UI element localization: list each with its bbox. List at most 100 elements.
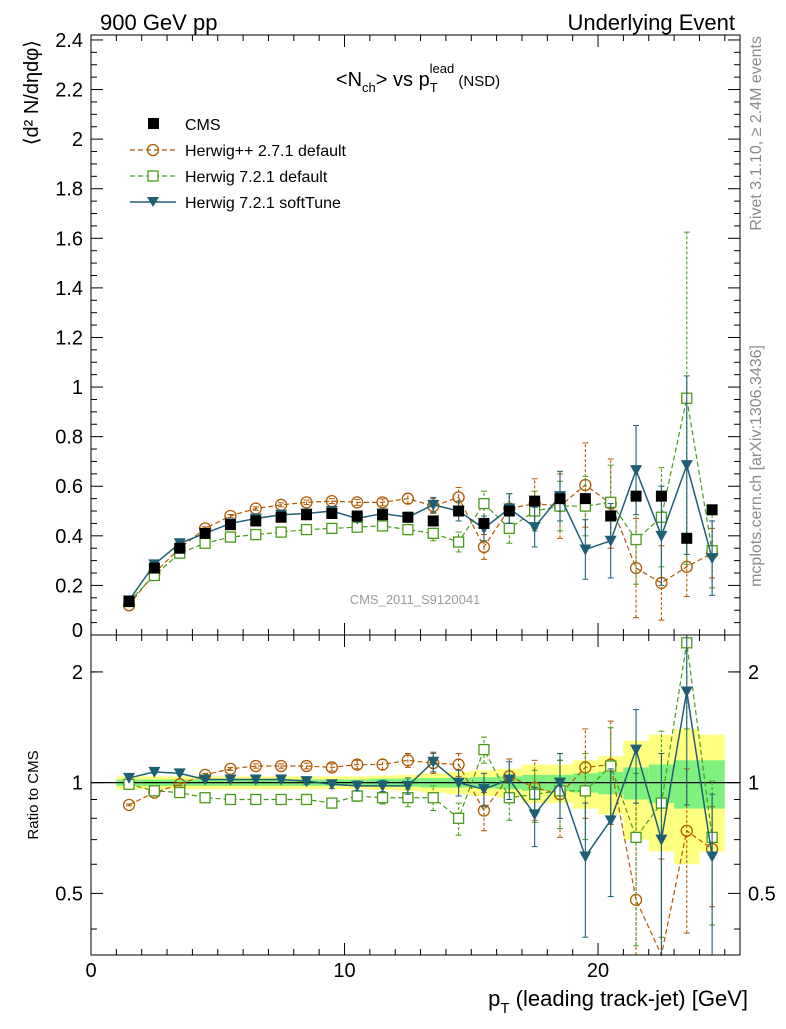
- ratio-herwig-7-2-1-default-point: [174, 786, 186, 799]
- legend-entry-herwigpp: Herwig++ 2.7.1 default: [130, 143, 347, 160]
- main-y-tick-label: 0: [72, 620, 83, 642]
- main-herwig-7-2-1-default-point: [427, 527, 439, 539]
- main-title: <Nch> vs pTlead (NSD): [336, 61, 500, 95]
- x-axis-label-sub-t: T: [500, 1000, 509, 1017]
- main-herwig-2-7-1-default-point: [351, 496, 364, 509]
- ratio-herwig-7-2-1-default-point: [478, 743, 490, 756]
- main-herwig-2-7-1-default-point: [401, 492, 415, 505]
- ratio-frame: [90, 634, 741, 956]
- main-herwig-7-2-1-default-point: [224, 531, 237, 543]
- analysis-id-text: CMS_2011_S9120041: [350, 592, 481, 607]
- main-cms-point: [681, 532, 693, 544]
- x-axis-label-rest: (leading track-jet) [GeV]: [510, 986, 748, 1011]
- main-herwig-7-2-1-default-point: [478, 497, 490, 510]
- main-cms-point: [148, 562, 160, 574]
- ratio-herwig-7-2-1-softtune-point: [376, 780, 389, 792]
- legend-marker-cms: [148, 118, 159, 129]
- main-herwig-7-2-1-default-point: [503, 522, 515, 535]
- ratio-herwig-7-2-1-default-point: [199, 792, 211, 804]
- main-cms-point: [174, 542, 186, 554]
- ratio-herwig-7-2-1-softtune-point: [300, 776, 313, 788]
- x-tick-label: 0: [85, 960, 96, 982]
- ratio-y-tick-label: 1: [72, 773, 83, 795]
- main-herwig-7-2-1-default-line: [128, 398, 713, 602]
- main-title-part-b: > vs p: [376, 69, 430, 91]
- ratio-herwig-2-7-1-default-point: [376, 758, 389, 771]
- main-y-tick-label: 1.6: [55, 228, 83, 250]
- legend-label-cms: CMS: [185, 117, 221, 134]
- ratio-herwig-7-2-1-softtune-point: [680, 686, 693, 698]
- ratio-herwig-7-2-1-softtune-point: [477, 784, 490, 796]
- legend-marker-herwig7-default: [147, 170, 159, 182]
- main-herwig-7-2-1-softtune-point: [604, 535, 617, 547]
- ratio-herwig-7-2-1-default-point: [224, 793, 237, 806]
- main-y-tick-label: 1.8: [55, 179, 83, 201]
- main-cms-point: [275, 511, 287, 523]
- main-herwig-7-2-1-softtune-point: [680, 460, 693, 472]
- main-title-part-c: (NSD): [454, 73, 500, 90]
- x-axis-label: pT (leading track-jet) [GeV]: [488, 986, 748, 1017]
- main-cms-point: [503, 505, 515, 517]
- main-cms-point: [706, 504, 718, 516]
- main-y-label: ⟨d² N/dηdφ⟩: [21, 40, 43, 145]
- ratio-herwig-2-7-1-default-point: [351, 758, 364, 771]
- legend: CMS Herwig++ 2.7.1 default Herwig 7.2.1 …: [130, 117, 347, 212]
- main-title-part-a: <N: [336, 69, 362, 91]
- main-herwig-7-2-1-softtune-point: [427, 499, 440, 511]
- main-y-tick-label: 2.2: [55, 80, 83, 102]
- main-cms-point: [377, 509, 389, 521]
- ratio-herwig-7-2-1-default-point: [351, 790, 363, 802]
- ratio-herwig-2-7-1-default-point: [401, 754, 415, 767]
- ratio-herwig-7-2-1-softtune-point: [199, 774, 212, 786]
- ratio-herwig-7-2-1-softtune-point: [173, 768, 186, 780]
- legend-entry-herwig7-softtune: Herwig 7.2.1 softTune: [130, 195, 341, 212]
- ratio-herwig-7-2-1-default-point: [300, 793, 313, 806]
- main-y-tick-label: 0.6: [55, 476, 83, 498]
- ratio-herwig-7-2-1-softtune-point: [706, 851, 719, 863]
- main-cms-point: [554, 493, 566, 505]
- ratio-herwig-7-2-1-default-point: [275, 793, 287, 806]
- ratio-y-tick-label-right: 1: [748, 773, 759, 795]
- main-y-tick-label: 0.4: [55, 526, 83, 548]
- main-herwig-7-2-1-default-point: [250, 528, 262, 541]
- ratio-panel: 0.5 0.51 12 20 10 20: [55, 634, 776, 982]
- legend-label-herwig7-softtune: Herwig 7.2.1 softTune: [185, 195, 341, 212]
- ratio-herwig-7-2-1-softtune-point: [123, 772, 136, 784]
- main-herwig-7-2-1-softtune-point: [706, 553, 719, 565]
- main-cms-point: [351, 510, 363, 522]
- main-cms-point: [326, 508, 338, 520]
- main-herwig-2-7-1-default-point: [477, 540, 491, 554]
- ratio-herwig-7-2-1-default-point: [630, 831, 642, 844]
- legend-entry-cms: CMS: [148, 117, 221, 134]
- main-cms-point: [199, 527, 211, 539]
- x-tick-label: 20: [587, 960, 609, 982]
- ratio-herwig-7-2-1-default-point: [376, 792, 389, 804]
- main-herwig-7-2-1-default-point: [275, 526, 287, 538]
- ratio-herwig-7-2-1-softtune-point: [148, 766, 161, 778]
- rivet-version-text: Rivet 3.1.10, ≥ 2.4M events: [748, 36, 765, 231]
- ratio-herwig-7-2-1-softtune-point: [503, 774, 516, 786]
- ratio-herwig-7-2-1-softtune-point: [275, 774, 288, 786]
- ratio-herwig-2-7-1-default-line: [128, 759, 713, 957]
- ratio-herwig-7-2-1-default-point: [579, 785, 592, 797]
- main-title-sup-lead: lead: [430, 61, 455, 76]
- main-cms-point: [224, 519, 236, 531]
- main-title-sub-t: T: [430, 80, 438, 95]
- main-y-tick-label: 1.4: [55, 278, 83, 300]
- ratio-herwig-7-2-1-softtune-point: [579, 851, 592, 863]
- ratio-herwig-7-2-1-default-point: [326, 797, 338, 809]
- ratio-herwig-7-2-1-softtune-point: [224, 774, 237, 786]
- main-herwig-7-2-1-default-point: [452, 536, 465, 548]
- ratio-herwig-7-2-1-softtune-point: [249, 774, 262, 786]
- ratio-herwig-2-7-1-default-point: [274, 759, 288, 773]
- main-herwig-7-2-1-default-point: [402, 523, 414, 536]
- legend-label-herwigpp: Herwig++ 2.7.1 default: [185, 143, 347, 160]
- ratio-herwig-2-7-1-default-point: [680, 824, 693, 837]
- main-cms-point: [250, 515, 262, 527]
- main-cms-point: [605, 510, 617, 522]
- mcplots-text: mcplots.cern.ch [arXiv:1306.3436]: [748, 345, 765, 587]
- main-cms-point: [655, 490, 667, 502]
- ratio-y-tick-label: 2: [72, 662, 83, 684]
